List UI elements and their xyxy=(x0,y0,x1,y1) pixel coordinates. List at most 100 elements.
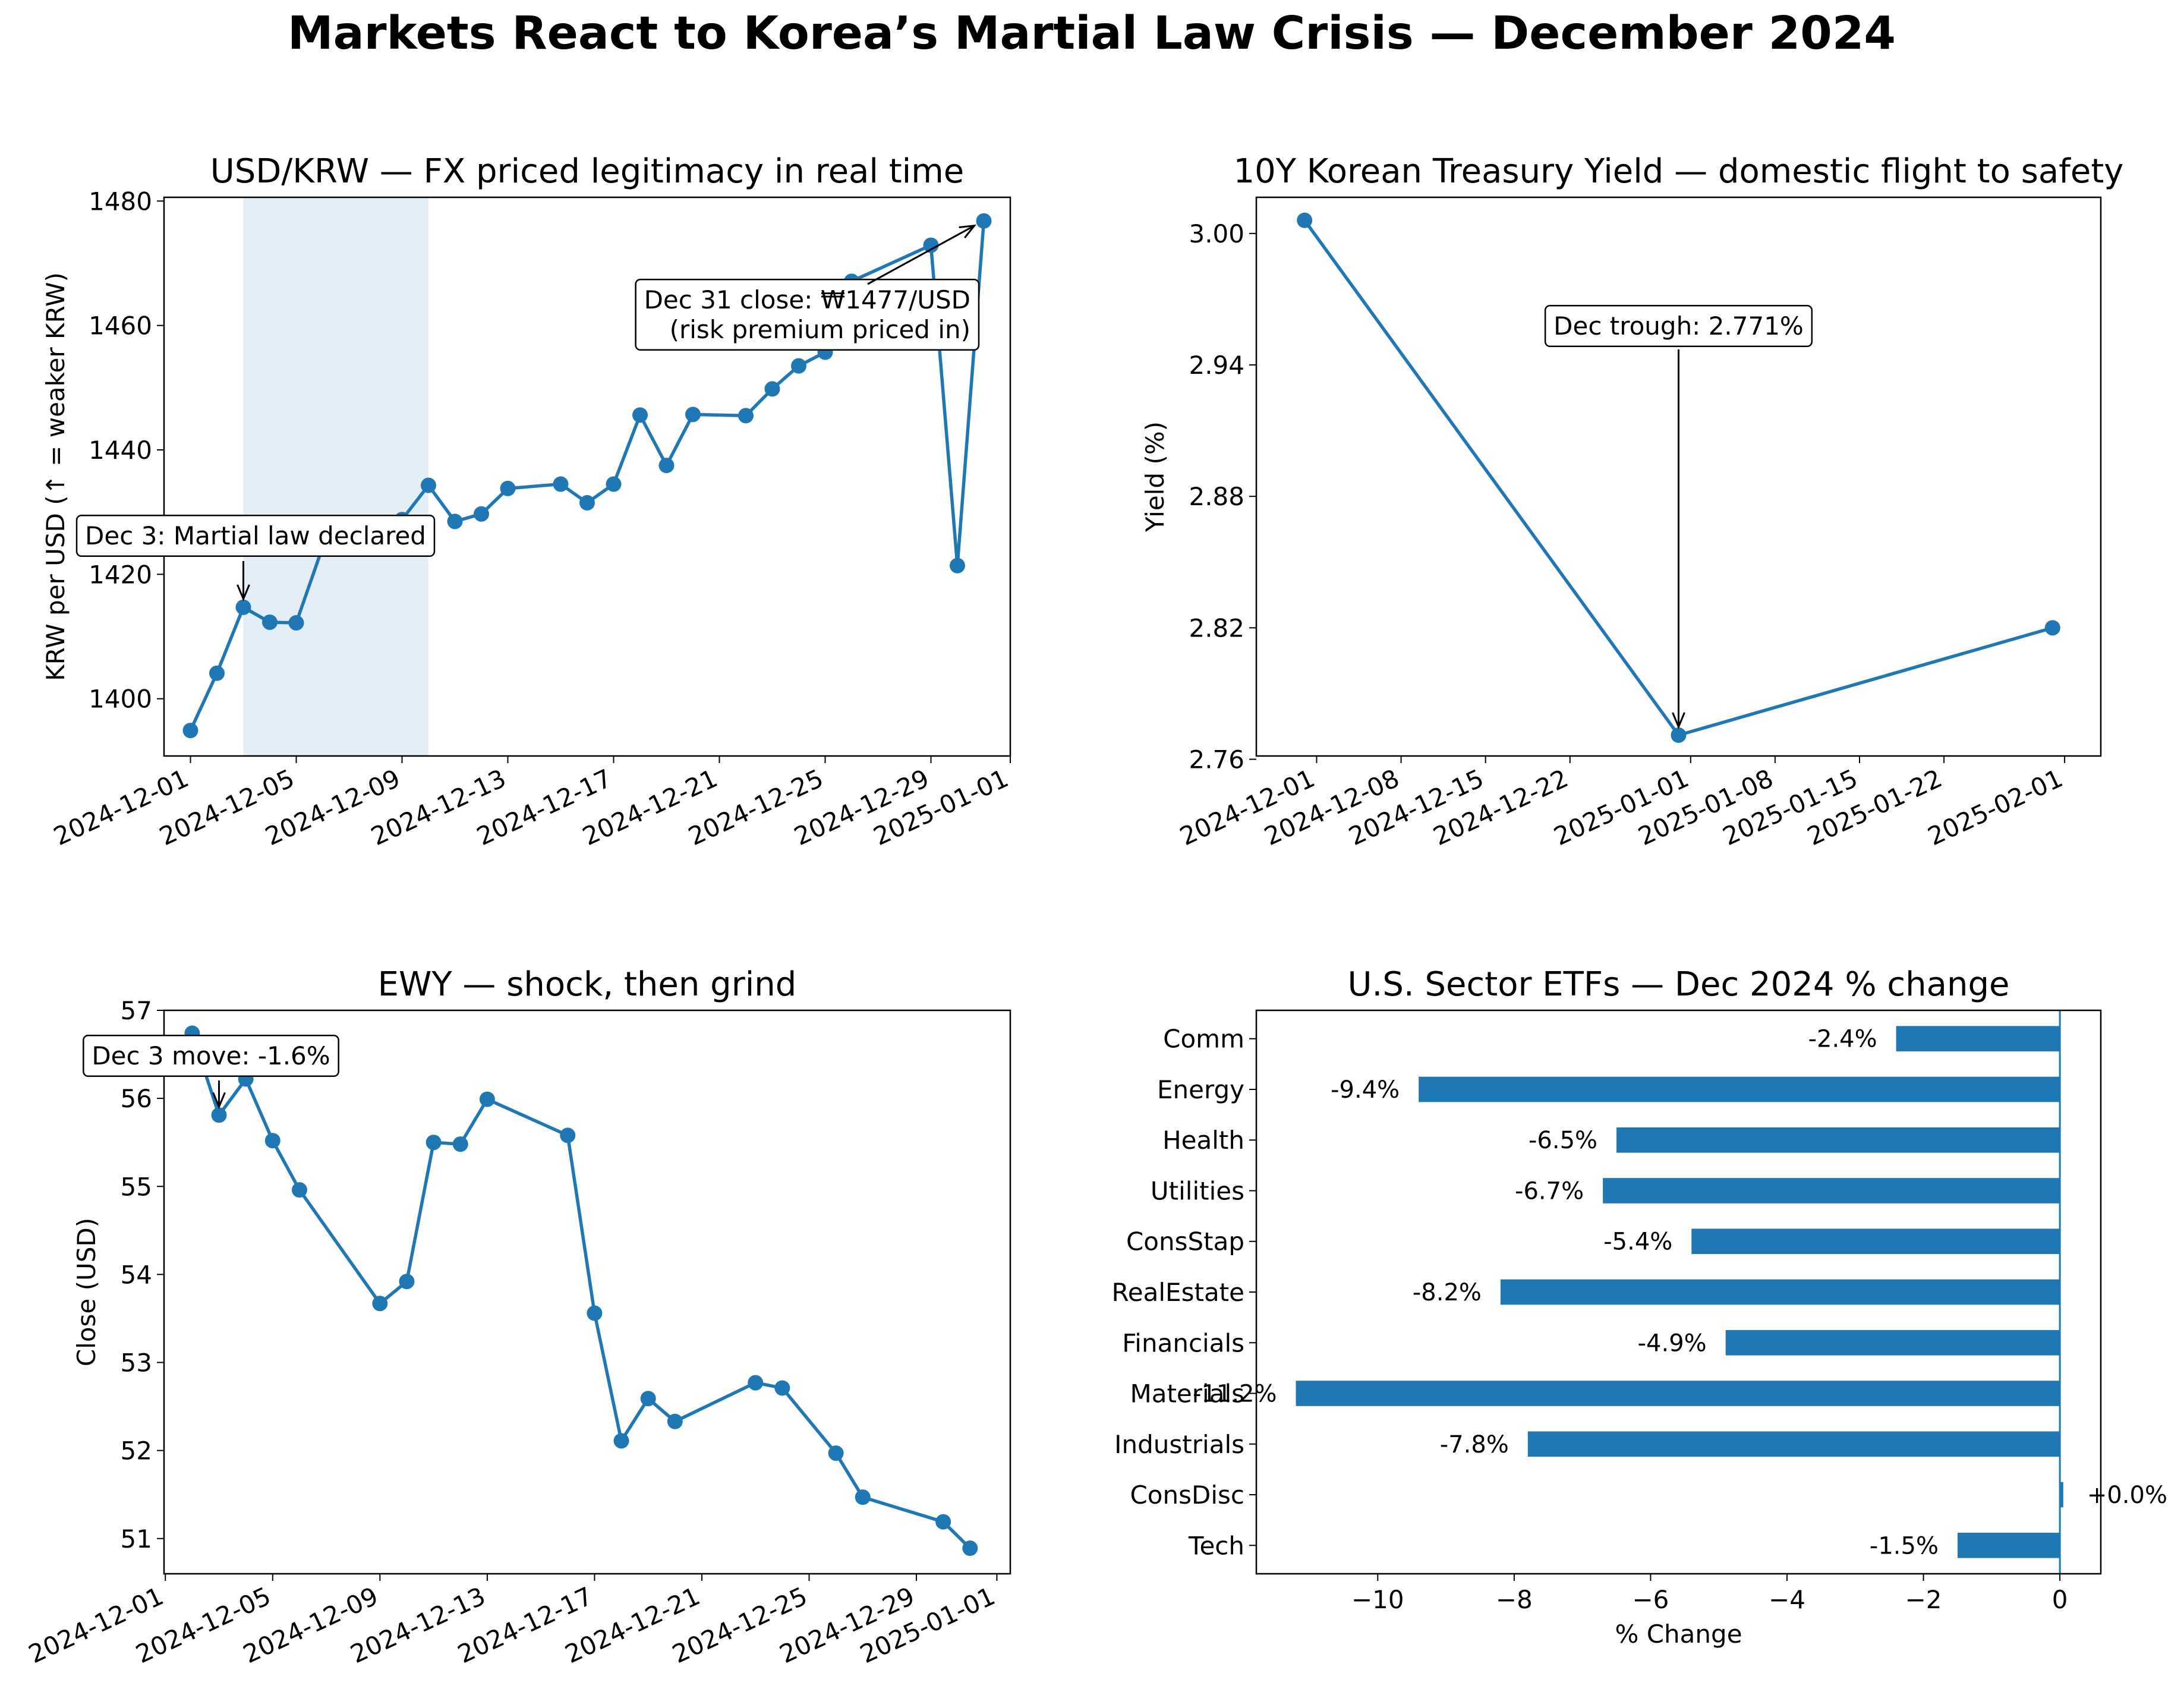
data-point xyxy=(950,557,965,574)
bar xyxy=(1527,1431,2060,1457)
data-point xyxy=(632,407,648,423)
x-tick-label: 0 xyxy=(2052,1585,2068,1614)
y-axis-label: Close (USD) xyxy=(72,1218,101,1366)
x-tick-label: 2025-02-01 xyxy=(1923,764,2067,852)
data-point xyxy=(685,407,701,423)
data-point xyxy=(613,1433,629,1449)
y-tick-label: 1480 xyxy=(89,187,152,216)
y-tick-label: 55 xyxy=(121,1172,152,1201)
figure-title: Markets React to Korea’s Martial Law Cri… xyxy=(288,7,1896,60)
value-label: -5.4% xyxy=(1603,1228,1672,1256)
annotation-dec31-close-arrow xyxy=(867,225,975,285)
bar xyxy=(1419,1076,2060,1102)
data-point xyxy=(291,1182,307,1198)
x-tick-label: −8 xyxy=(1496,1585,1533,1614)
x-tick-label: −10 xyxy=(1351,1585,1404,1614)
series-line xyxy=(190,1032,972,1550)
annotation-dec31-close-arrow-head xyxy=(959,224,976,239)
data-point xyxy=(764,381,780,397)
annotation-dec3-move: Dec 3 move: -1.6% xyxy=(92,1041,330,1070)
y-tick-label: 1440 xyxy=(89,436,152,465)
y-axis-label: Yield (%) xyxy=(1140,421,1170,533)
data-point xyxy=(1297,212,1313,228)
data-point xyxy=(209,665,225,681)
data-point xyxy=(1671,727,1687,743)
data-point xyxy=(479,1091,495,1107)
x-tick-label: −2 xyxy=(1905,1585,1942,1614)
data-point xyxy=(421,477,436,493)
y-tick-label: 2.82 xyxy=(1189,613,1244,642)
y-tick-label: 2.94 xyxy=(1189,351,1244,380)
axes-frame xyxy=(163,1009,1011,1575)
data-point xyxy=(211,1107,227,1123)
data-point xyxy=(474,506,489,522)
data-point xyxy=(855,1489,871,1505)
y-tick-label: 56 xyxy=(121,1084,152,1113)
data-point xyxy=(606,476,622,492)
axes-frame xyxy=(1255,196,2102,757)
y-tick-label: 53 xyxy=(121,1349,152,1378)
y-tick-label: 1400 xyxy=(89,685,152,714)
data-point xyxy=(935,1514,951,1530)
y-tick-label: 3.00 xyxy=(1189,219,1244,248)
y-tick-label: 2.76 xyxy=(1189,745,1244,774)
bar xyxy=(1296,1381,2060,1406)
bar xyxy=(2060,1482,2063,1508)
bar xyxy=(1896,1026,2060,1052)
category-label: Comm xyxy=(1163,1025,1244,1054)
y-tick-label: 57 xyxy=(121,996,152,1025)
value-label: -1.5% xyxy=(1870,1532,1939,1559)
category-label: Tech xyxy=(1188,1531,1244,1560)
annotation-martial-law-box xyxy=(75,514,436,557)
data-point xyxy=(560,1127,576,1143)
annotation-martial-law-line: Dec 3: Martial law declared xyxy=(85,521,426,550)
panel-title: 10Y Korean Treasury Yield — domestic fli… xyxy=(1234,152,2124,191)
value-label: -6.5% xyxy=(1529,1127,1597,1154)
bar xyxy=(1500,1279,2060,1305)
data-point xyxy=(658,458,675,474)
data-point xyxy=(791,358,806,374)
annotation-dec-trough: Dec trough: 2.771% xyxy=(1553,311,1804,341)
value-label: -9.4% xyxy=(1331,1076,1400,1104)
sector-etf-panel: U.S. Sector ETFs — Dec 2024 % change Comm… xyxy=(1112,965,2167,1649)
data-point xyxy=(447,513,463,530)
data-point xyxy=(553,476,569,492)
data-point xyxy=(738,408,754,424)
category-label: Materials xyxy=(1130,1379,1244,1409)
data-point xyxy=(372,1296,388,1312)
x-tick-label: −4 xyxy=(1769,1585,1805,1614)
data-point xyxy=(667,1413,683,1429)
y-tick-label: 54 xyxy=(121,1260,152,1289)
category-label: Health xyxy=(1162,1126,1244,1155)
martial-law-shaded-span xyxy=(243,197,428,756)
x-tick-label: −6 xyxy=(1632,1585,1669,1614)
y-axis-label: KRW per USD (↑ = weaker KRW) xyxy=(41,272,70,681)
category-label: Utilities xyxy=(1151,1176,1244,1205)
annotation-dec31-close: Dec 31 close: ₩1477/USD (risk premium pri… xyxy=(644,285,970,344)
axes-frame xyxy=(163,196,1011,757)
panel-title: USD/KRW — FX priced legitimacy in real t… xyxy=(210,152,964,191)
annotation-dec31-close-line: Dec 31 close: ₩1477/USD xyxy=(644,285,970,314)
annotation-dec3-move-line: Dec 3 move: -1.6% xyxy=(92,1041,330,1070)
value-label: +0.0% xyxy=(2087,1482,2167,1509)
data-point xyxy=(579,494,595,511)
category-label: Energy xyxy=(1157,1075,1244,1104)
y-tick-label: 52 xyxy=(121,1436,152,1466)
value-label: -11.2% xyxy=(1193,1381,1277,1408)
data-point xyxy=(262,614,278,630)
bar xyxy=(1691,1228,2060,1255)
y-tick-label: 51 xyxy=(121,1524,152,1554)
panel-title: U.S. Sector ETFs — Dec 2024 % change xyxy=(1348,965,2010,1004)
y-tick-label: 1460 xyxy=(89,311,152,341)
data-point xyxy=(452,1136,468,1152)
data-point xyxy=(587,1305,603,1321)
value-label: -6.7% xyxy=(1515,1177,1584,1205)
data-point xyxy=(976,213,992,229)
annotation-dec3-move-arrow-head xyxy=(212,1092,226,1110)
category-label: ConsStap xyxy=(1126,1227,1244,1256)
annotation-martial-law-arrow-head xyxy=(237,584,250,601)
data-point xyxy=(288,615,304,631)
data-point xyxy=(640,1391,656,1407)
data-point xyxy=(426,1135,442,1151)
